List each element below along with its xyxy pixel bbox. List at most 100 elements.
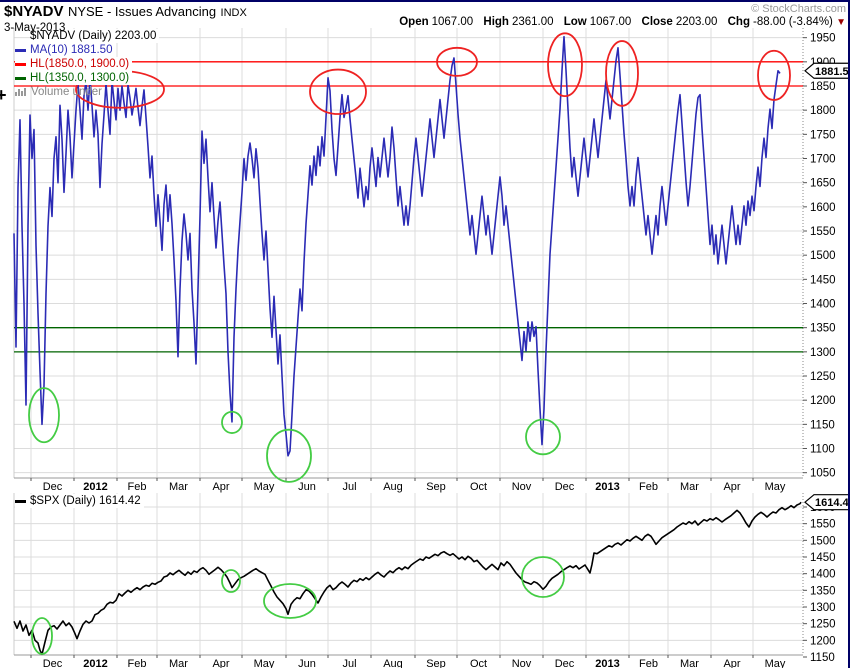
header-left: $NYADV NYSE - Issues Advancing INDX 3-Ma… [4,3,846,34]
y-axis-label: 1200 [810,395,836,407]
y-axis-label: 1300 [810,602,836,614]
y-axis-label: 1850 [810,81,836,93]
y-axis-label: 1750 [810,129,836,141]
hl-green-legend-label: HL(1350.0, 1300.0) [30,72,130,84]
low-value: 1067.00 [589,16,632,28]
copyright: © StockCharts.com [751,3,846,15]
y-axis-label: 1550 [810,226,836,238]
y-axis-label: 1350 [810,585,836,597]
x-axis-label: Apr [723,658,740,668]
x-axis-label: Dec [555,658,575,668]
x-axis-label: 2013 [595,658,619,668]
y-axis-label: 1100 [810,444,835,456]
x-axis-label: Jul [342,658,356,668]
x-axis-label: 2012 [83,481,107,493]
y-axis-label: 1250 [810,371,836,383]
symbol-name: NYSE - Issues Advancing [67,4,217,19]
spx-line-swatch [15,499,26,503]
high-value: 2361.00 [511,16,554,28]
close-label: Close [641,16,673,28]
y-axis-label: 1950 [810,33,836,45]
x-axis-label: Feb [639,481,658,493]
x-axis-label: Sep [426,658,446,668]
x-axis-label: Feb [128,658,147,668]
annotation-ellipse [309,68,367,115]
x-axis-label: 2013 [595,481,619,493]
legend-row-volume: Volume under [15,85,105,99]
x-axis-label: May [765,481,786,493]
x-axis-label: May [765,658,786,668]
exchange-tag: INDX [220,7,247,19]
annotation-ellipse [547,32,583,98]
x-axis-label: Dec [555,481,575,493]
y-axis-label: 1700 [810,154,836,166]
y-axis-label: 1800 [810,105,836,117]
legend-row-spx: $SPX (Daily) 1614.42 [15,494,144,508]
annotation-ellipse [31,617,53,655]
x-axis-label: Mar [680,658,699,668]
legend-row-hl-green: HL(1350.0, 1300.0) [15,71,133,85]
header-right: © StockCharts.com Open 1067.00 High 2361.0… [392,3,846,28]
x-axis-label: Sep [426,481,446,493]
y-axis-label: 1350 [810,323,836,335]
annotation-ellipse [521,556,565,598]
annotation-ellipse [263,583,317,619]
x-axis-label: Dec [43,481,63,493]
chg-label: Chg [727,16,750,28]
x-axis-label: Feb [128,481,147,493]
annotation-ellipse [525,418,561,456]
last-value-label: 1881.50 [815,66,850,78]
price-line [13,501,802,656]
x-axis-label: Apr [212,658,229,668]
low-label: Low [563,16,587,28]
y-axis-label: 1500 [810,250,836,262]
volume-bars-icon [15,88,27,96]
x-axis-label: Jul [342,481,356,493]
x-axis-label: Oct [470,658,487,668]
price-line [13,35,781,457]
x-axis-label: Jun [298,658,316,668]
annotation-ellipse [605,40,639,107]
legend-row-title: $NYADV (Daily) 2203.00 [30,29,160,43]
y-axis-label: 1150 [810,419,835,431]
hl-green-swatch [15,76,26,80]
x-axis-label: May [254,481,275,493]
page-right-border [848,0,850,668]
close-value: 2203.00 [675,16,718,28]
ma-line-swatch [15,48,26,52]
x-axis-label: Jun [298,481,316,493]
main-chart-title: $NYADV (Daily) 2203.00 [30,30,157,42]
y-axis-label: 1400 [810,569,836,581]
x-axis-label: Nov [512,658,532,668]
x-axis-label: Aug [383,481,403,493]
x-axis-label: Apr [212,481,229,493]
chart-date: 3-May-2013 [4,22,66,34]
y-axis-label: 1300 [810,347,836,359]
annotation-ellipse [757,49,791,101]
quote-row: Open 1067.00 High 2361.00 Low 1067.00 Close… [392,16,846,28]
bottom-chart-title: $SPX (Daily) 1614.42 [30,495,141,507]
x-axis-label: 2012 [83,658,107,668]
y-axis-label: 1450 [810,274,836,286]
annotation-ellipse [221,569,241,593]
open-value: 1067.00 [431,16,474,28]
y-axis-label: 1550 [810,519,836,531]
volume-legend-label: Volume under [31,86,102,98]
chg-value: -88.00 (-3.84%) [752,16,833,28]
y-axis-label: 1250 [810,619,836,631]
x-axis-label: Aug [383,658,403,668]
x-axis-label: Oct [470,481,487,493]
legend-row-ma: MA(10) 1881.50 [15,43,116,57]
y-axis-label: 1400 [810,299,836,311]
x-axis-label: Nov [512,481,532,493]
symbol: $NYADV [4,3,64,20]
x-axis-label: Apr [723,481,740,493]
x-axis-label: Feb [639,658,658,668]
y-axis-label: 1600 [810,202,836,214]
annotation-ellipse [266,428,312,483]
x-axis-label: May [254,658,275,668]
ma-legend-label: MA(10) 1881.50 [30,44,113,56]
hl-red-legend-label: HL(1850.0, 1900.0) [30,58,130,70]
y-axis-label: 1150 [810,652,835,664]
